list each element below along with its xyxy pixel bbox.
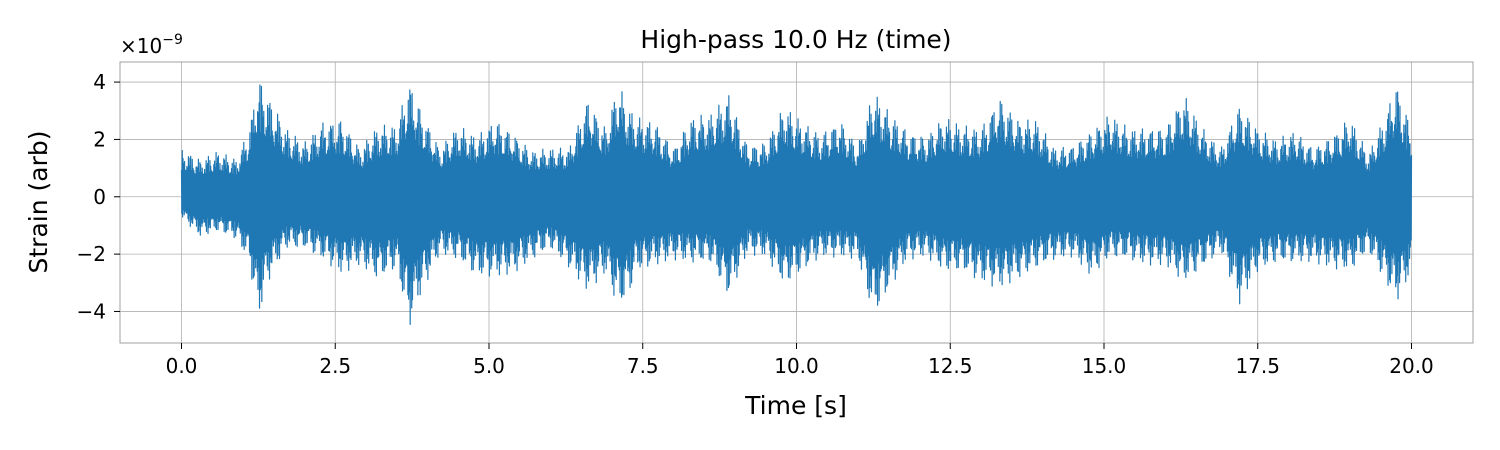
x-tick-label: 10.0 [774, 354, 819, 378]
x-tick-label: 7.5 [627, 354, 659, 378]
x-tick-label: 17.5 [1235, 354, 1280, 378]
y-offset-exponent: −9 [162, 32, 183, 48]
y-offset-base: ×10 [120, 34, 162, 58]
y-axis-offset-label: ×10−9 [120, 32, 183, 58]
x-tick-label: 15.0 [1082, 354, 1127, 378]
y-tick-label: 4 [93, 70, 106, 94]
series-line-strain [180, 84, 1413, 325]
chart-title: High-pass 10.0 Hz (time) [640, 25, 951, 54]
y-axis-ticks: −4 −2 0 2 4 [77, 70, 120, 323]
data-series [180, 84, 1413, 325]
y-axis-label: Strain (arb) [24, 131, 53, 274]
x-axis-ticks: 0.0 2.5 5.0 7.5 10.0 12.5 15.0 17.5 20.0 [166, 343, 1434, 378]
y-tick-label: 2 [93, 127, 106, 151]
y-tick-label: −4 [77, 299, 106, 323]
y-tick-label: 0 [93, 185, 106, 209]
y-tick-label: −2 [77, 242, 106, 266]
x-tick-label: 12.5 [928, 354, 973, 378]
x-axis-label: Time [s] [744, 391, 847, 420]
x-tick-label: 0.0 [166, 354, 198, 378]
x-tick-label: 5.0 [473, 354, 505, 378]
x-tick-label: 20.0 [1389, 354, 1434, 378]
x-tick-label: 2.5 [319, 354, 351, 378]
